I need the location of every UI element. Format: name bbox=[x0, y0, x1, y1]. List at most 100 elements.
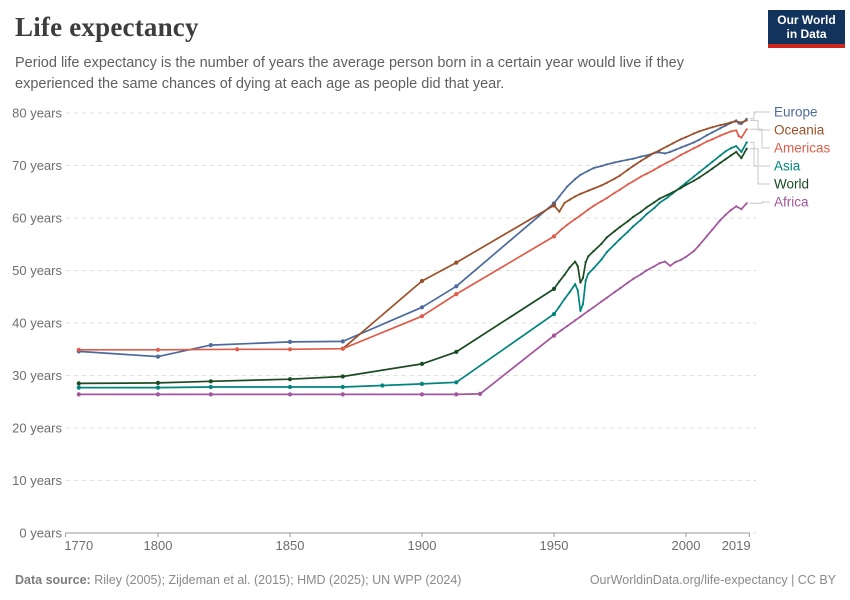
legend-label-world[interactable]: World bbox=[774, 177, 809, 192]
series-point-asia bbox=[605, 251, 608, 254]
series-point-oceania bbox=[740, 121, 743, 124]
series-point-africa bbox=[692, 250, 696, 253]
series-point-oceania bbox=[666, 145, 669, 148]
series-point-europe bbox=[679, 146, 682, 149]
y-tick-label-0: 0 years bbox=[19, 526, 62, 541]
series-point-americas bbox=[235, 347, 240, 352]
series-point-europe bbox=[711, 131, 714, 134]
legend-label-asia[interactable]: Asia bbox=[774, 159, 801, 174]
series-point-asia bbox=[658, 201, 661, 204]
series-point-world bbox=[735, 150, 738, 153]
series-point-world bbox=[592, 250, 595, 253]
series-point-americas bbox=[600, 200, 603, 203]
owid-link[interactable]: OurWorldinData.org/life-expectancy | CC … bbox=[589, 573, 836, 587]
series-point-europe bbox=[674, 148, 677, 151]
owid-logo[interactable]: Our World in Data bbox=[768, 10, 845, 48]
series-point-africa bbox=[719, 219, 722, 222]
series-point-asia bbox=[576, 289, 579, 292]
series-point-americas bbox=[640, 175, 643, 178]
series-point-africa bbox=[740, 208, 743, 211]
series-point-oceania bbox=[632, 164, 635, 168]
series-point-africa bbox=[679, 258, 682, 262]
series-point-asia bbox=[600, 258, 603, 261]
series-line-americas bbox=[78, 128, 748, 351]
series-point-oceania bbox=[626, 168, 630, 171]
series-point-africa bbox=[735, 205, 738, 208]
legend-connector-europe bbox=[749, 111, 770, 120]
series-point-world bbox=[587, 255, 590, 258]
series-point-africa bbox=[698, 244, 701, 247]
series-point-europe bbox=[340, 339, 345, 344]
series-point-world bbox=[640, 210, 643, 213]
series-point-asia bbox=[454, 380, 459, 385]
series-point-asia bbox=[587, 272, 590, 275]
series-point-asia bbox=[618, 237, 622, 241]
series-point-oceania bbox=[679, 138, 682, 141]
series-point-world bbox=[740, 157, 743, 160]
series-point-europe bbox=[737, 122, 740, 125]
series-point-world bbox=[729, 154, 733, 157]
series-point-world bbox=[618, 225, 622, 228]
series-point-world bbox=[419, 361, 425, 366]
x-tick-label-1770: 1770 bbox=[64, 538, 93, 553]
series-point-oceania bbox=[551, 203, 557, 208]
series-point-africa bbox=[663, 260, 667, 263]
series-point-oceania bbox=[706, 127, 709, 130]
series-point-world bbox=[745, 147, 748, 150]
series-point-world bbox=[698, 176, 701, 179]
series-point-europe bbox=[724, 124, 727, 127]
legend-label-europe[interactable]: Europe bbox=[774, 105, 818, 120]
series-point-africa bbox=[592, 306, 595, 309]
series-point-europe bbox=[587, 169, 590, 172]
series-point-world bbox=[600, 242, 603, 245]
series-point-oceania bbox=[613, 177, 616, 180]
data-source-note: Data source: Riley (2005); Zijdeman et a… bbox=[15, 573, 461, 587]
legend-label-africa[interactable]: Africa bbox=[774, 195, 809, 210]
x-tick-label-1800: 1800 bbox=[144, 538, 173, 553]
series-point-oceania bbox=[579, 192, 582, 195]
series-point-asia bbox=[584, 279, 587, 282]
series-point-asia bbox=[745, 141, 748, 144]
series-point-asia bbox=[563, 297, 566, 300]
legend-connector-world bbox=[749, 148, 770, 185]
series-point-world bbox=[711, 167, 714, 170]
series-point-americas bbox=[729, 130, 733, 133]
series-point-africa bbox=[560, 328, 564, 331]
series-point-americas bbox=[613, 191, 616, 194]
series-point-asia bbox=[719, 154, 722, 157]
series-point-africa bbox=[645, 269, 648, 272]
series-point-asia bbox=[740, 150, 743, 153]
series-point-africa bbox=[640, 273, 643, 276]
series-point-world bbox=[568, 266, 571, 269]
series-point-americas bbox=[340, 346, 345, 351]
x-tick-label-2000: 2000 bbox=[672, 538, 701, 553]
series-point-americas bbox=[666, 161, 669, 164]
series-point-oceania bbox=[645, 156, 648, 159]
series-point-asia bbox=[76, 385, 81, 390]
series-point-europe bbox=[692, 141, 696, 144]
series-point-africa bbox=[632, 277, 635, 280]
series-point-world bbox=[658, 197, 661, 200]
series-point-oceania bbox=[640, 159, 643, 162]
series-point-europe bbox=[592, 167, 595, 170]
series-point-europe bbox=[155, 354, 161, 359]
series-point-africa bbox=[600, 300, 603, 303]
series-point-world bbox=[574, 260, 577, 263]
legend-label-oceania[interactable]: Oceania bbox=[774, 123, 825, 138]
series-point-world bbox=[684, 183, 688, 186]
page-title: Life expectancy bbox=[15, 12, 199, 42]
series-point-europe bbox=[640, 155, 643, 158]
series-point-americas bbox=[618, 188, 622, 191]
series-point-europe bbox=[706, 134, 709, 137]
series-point-europe bbox=[632, 157, 635, 160]
series-point-asia bbox=[155, 385, 161, 390]
series-point-americas bbox=[155, 347, 161, 352]
series-point-oceania bbox=[692, 132, 696, 135]
series-point-africa bbox=[566, 325, 569, 328]
y-tick-label-30: 30 years bbox=[12, 368, 62, 383]
series-point-asia bbox=[568, 290, 571, 294]
legend-label-americas[interactable]: Americas bbox=[774, 141, 831, 156]
series-point-asia bbox=[698, 171, 701, 174]
series-point-africa bbox=[653, 265, 656, 268]
series-point-africa bbox=[674, 261, 677, 264]
